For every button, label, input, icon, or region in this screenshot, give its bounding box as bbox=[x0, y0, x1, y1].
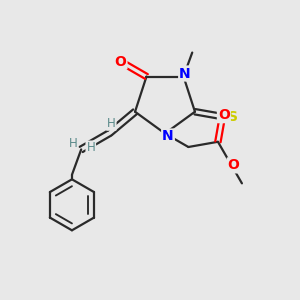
Text: O: O bbox=[228, 158, 240, 172]
Text: H: H bbox=[86, 141, 95, 154]
Text: H: H bbox=[107, 117, 116, 130]
Text: O: O bbox=[115, 55, 126, 68]
Text: H: H bbox=[68, 137, 77, 150]
Text: O: O bbox=[218, 108, 230, 122]
Text: S: S bbox=[228, 110, 238, 124]
Text: N: N bbox=[162, 130, 174, 143]
Text: N: N bbox=[179, 67, 191, 80]
